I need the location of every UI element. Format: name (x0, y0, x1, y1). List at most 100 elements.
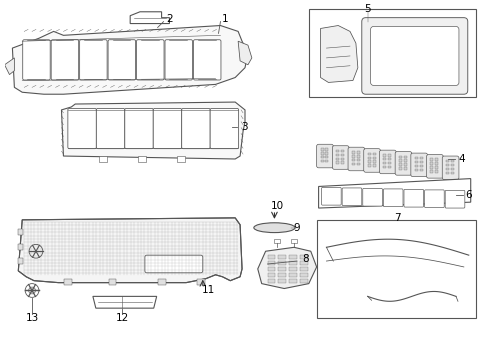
Bar (99, 156, 107, 162)
Bar (341, 161, 344, 164)
Bar (289, 279, 297, 283)
Bar (419, 165, 423, 167)
Bar (278, 261, 286, 265)
Bar (388, 166, 391, 168)
Bar (446, 160, 449, 162)
Bar (436, 170, 439, 173)
Bar (325, 160, 328, 162)
FancyBboxPatch shape (23, 40, 50, 80)
Bar (138, 156, 146, 162)
Bar (419, 157, 423, 159)
Bar (64, 279, 73, 285)
Bar (383, 154, 386, 157)
Bar (274, 239, 280, 243)
Bar (404, 167, 407, 170)
Bar (404, 156, 407, 158)
Bar (320, 152, 323, 154)
FancyBboxPatch shape (411, 153, 428, 177)
Bar (197, 279, 205, 285)
Bar (341, 150, 344, 152)
Bar (352, 163, 355, 165)
Bar (415, 161, 417, 163)
Text: 4: 4 (459, 154, 465, 164)
Bar (300, 279, 308, 283)
Bar (415, 169, 417, 171)
FancyBboxPatch shape (370, 27, 459, 85)
Bar (372, 153, 375, 155)
Bar (309, 9, 476, 97)
Polygon shape (18, 218, 242, 283)
Bar (368, 157, 370, 159)
Bar (336, 150, 339, 152)
FancyBboxPatch shape (362, 18, 468, 94)
Bar (368, 165, 370, 167)
Bar (300, 255, 308, 259)
Polygon shape (12, 26, 248, 94)
Bar (357, 159, 360, 161)
Polygon shape (93, 296, 157, 308)
Bar (325, 148, 328, 150)
Bar (289, 261, 297, 265)
FancyBboxPatch shape (363, 188, 382, 206)
FancyBboxPatch shape (427, 154, 443, 178)
Bar (436, 166, 439, 169)
Bar (289, 255, 297, 259)
Bar (352, 159, 355, 161)
Bar (317, 220, 476, 318)
Ellipse shape (254, 223, 295, 233)
Bar (291, 239, 297, 243)
Bar (446, 168, 449, 170)
Bar (278, 273, 286, 277)
Bar (415, 157, 417, 159)
Bar (18, 244, 23, 250)
FancyBboxPatch shape (51, 40, 79, 80)
FancyBboxPatch shape (108, 40, 136, 80)
FancyBboxPatch shape (137, 40, 164, 80)
Text: 8: 8 (302, 254, 309, 264)
Bar (357, 155, 360, 158)
Bar (336, 158, 339, 160)
Text: 10: 10 (271, 201, 284, 211)
FancyBboxPatch shape (442, 156, 459, 180)
Bar (372, 161, 375, 163)
Bar (320, 148, 323, 150)
Bar (388, 162, 391, 165)
Bar (383, 158, 386, 161)
Bar (436, 158, 439, 161)
Bar (451, 160, 454, 162)
Polygon shape (4, 58, 14, 75)
Text: 1: 1 (222, 14, 229, 24)
Bar (451, 164, 454, 166)
Bar (320, 156, 323, 158)
FancyBboxPatch shape (68, 108, 97, 149)
FancyBboxPatch shape (395, 152, 412, 175)
Bar (278, 267, 286, 271)
FancyBboxPatch shape (348, 147, 365, 171)
Bar (18, 258, 23, 264)
FancyBboxPatch shape (332, 146, 349, 169)
Bar (109, 279, 117, 285)
Bar (352, 151, 355, 154)
Text: 9: 9 (294, 223, 300, 233)
Bar (268, 255, 275, 259)
Bar (372, 165, 375, 167)
FancyBboxPatch shape (80, 40, 107, 80)
FancyBboxPatch shape (425, 190, 444, 208)
FancyBboxPatch shape (404, 189, 424, 207)
FancyBboxPatch shape (97, 108, 125, 149)
Bar (278, 279, 286, 283)
FancyBboxPatch shape (182, 108, 210, 149)
Polygon shape (238, 41, 252, 65)
Bar (372, 157, 375, 159)
Bar (404, 163, 407, 166)
Bar (451, 172, 454, 174)
Bar (399, 167, 402, 170)
FancyBboxPatch shape (125, 108, 153, 149)
Bar (268, 279, 275, 283)
Bar (368, 161, 370, 163)
FancyBboxPatch shape (210, 108, 239, 149)
Text: 13: 13 (25, 313, 39, 323)
Bar (431, 162, 434, 165)
Bar (289, 273, 297, 277)
Bar (336, 154, 339, 156)
